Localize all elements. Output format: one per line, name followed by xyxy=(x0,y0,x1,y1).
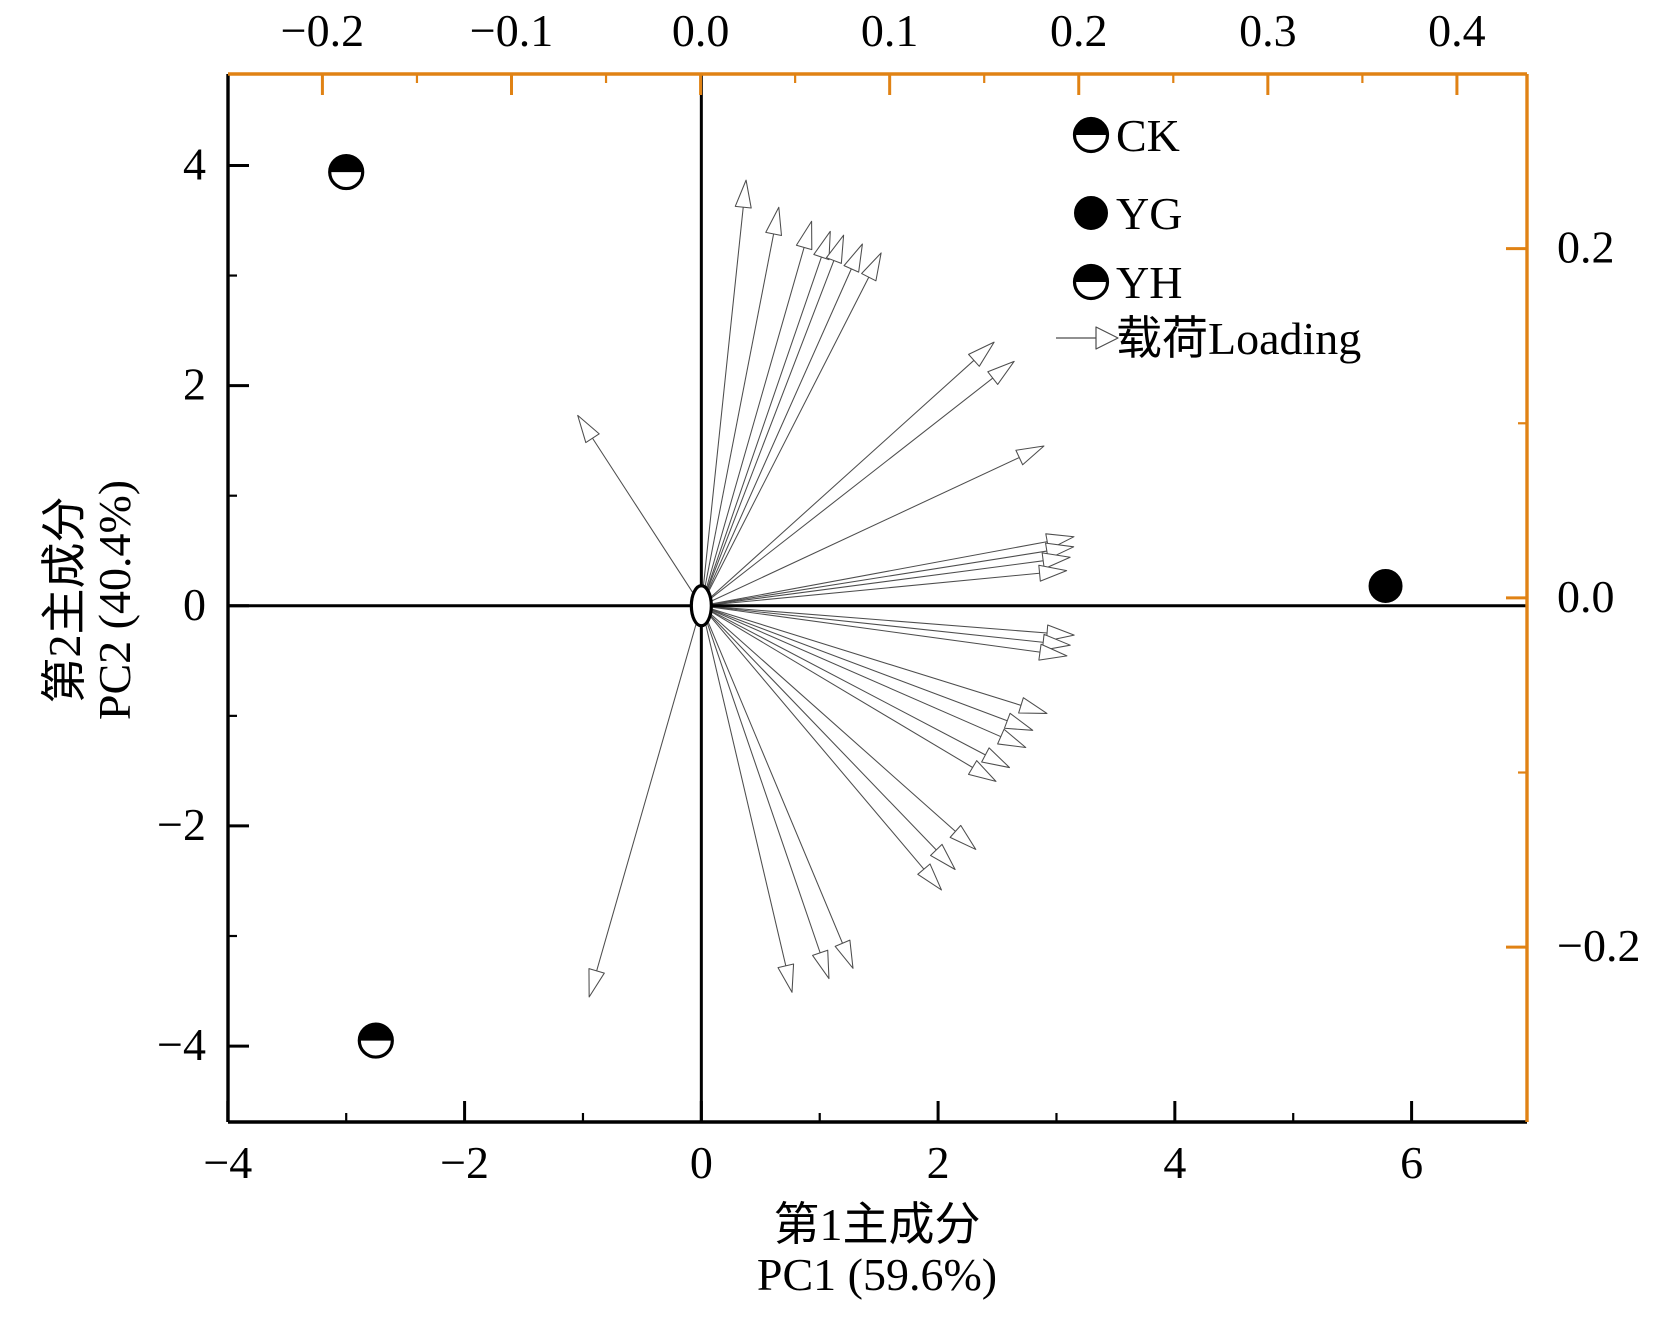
svg-text:−0.2: −0.2 xyxy=(1557,920,1640,971)
svg-text:0.1: 0.1 xyxy=(861,5,919,56)
svg-text:2: 2 xyxy=(183,359,206,410)
svg-text:YG: YG xyxy=(1116,188,1182,239)
svg-text:−0.1: −0.1 xyxy=(470,5,553,56)
svg-text:0.3: 0.3 xyxy=(1239,5,1297,56)
svg-text:PC2 (40.4%): PC2 (40.4%) xyxy=(89,480,140,720)
svg-text:YH: YH xyxy=(1116,257,1182,308)
svg-text:−0.2: −0.2 xyxy=(281,5,364,56)
svg-text:−2: −2 xyxy=(157,799,206,850)
svg-text:4: 4 xyxy=(1163,1137,1186,1188)
svg-text:−4: −4 xyxy=(203,1137,252,1188)
svg-text:6: 6 xyxy=(1400,1137,1423,1188)
svg-text:−4: −4 xyxy=(157,1019,206,1070)
svg-text:第1主成分: 第1主成分 xyxy=(774,1199,981,1250)
svg-text:0.0: 0.0 xyxy=(672,5,730,56)
svg-text:0.0: 0.0 xyxy=(1557,571,1615,622)
svg-text:CK: CK xyxy=(1116,110,1180,161)
svg-text:0.4: 0.4 xyxy=(1428,5,1486,56)
svg-text:0: 0 xyxy=(183,579,206,630)
svg-text:第2主成分: 第2主成分 xyxy=(39,497,90,704)
svg-text:载荷Loading: 载荷Loading xyxy=(1116,313,1361,364)
svg-text:0.2: 0.2 xyxy=(1050,5,1108,56)
svg-text:0.2: 0.2 xyxy=(1557,222,1615,273)
svg-text:PC1 (59.6%): PC1 (59.6%) xyxy=(757,1249,997,1300)
svg-text:2: 2 xyxy=(927,1137,950,1188)
svg-text:4: 4 xyxy=(183,138,206,189)
svg-text:0: 0 xyxy=(690,1137,713,1188)
svg-text:−2: −2 xyxy=(440,1137,489,1188)
